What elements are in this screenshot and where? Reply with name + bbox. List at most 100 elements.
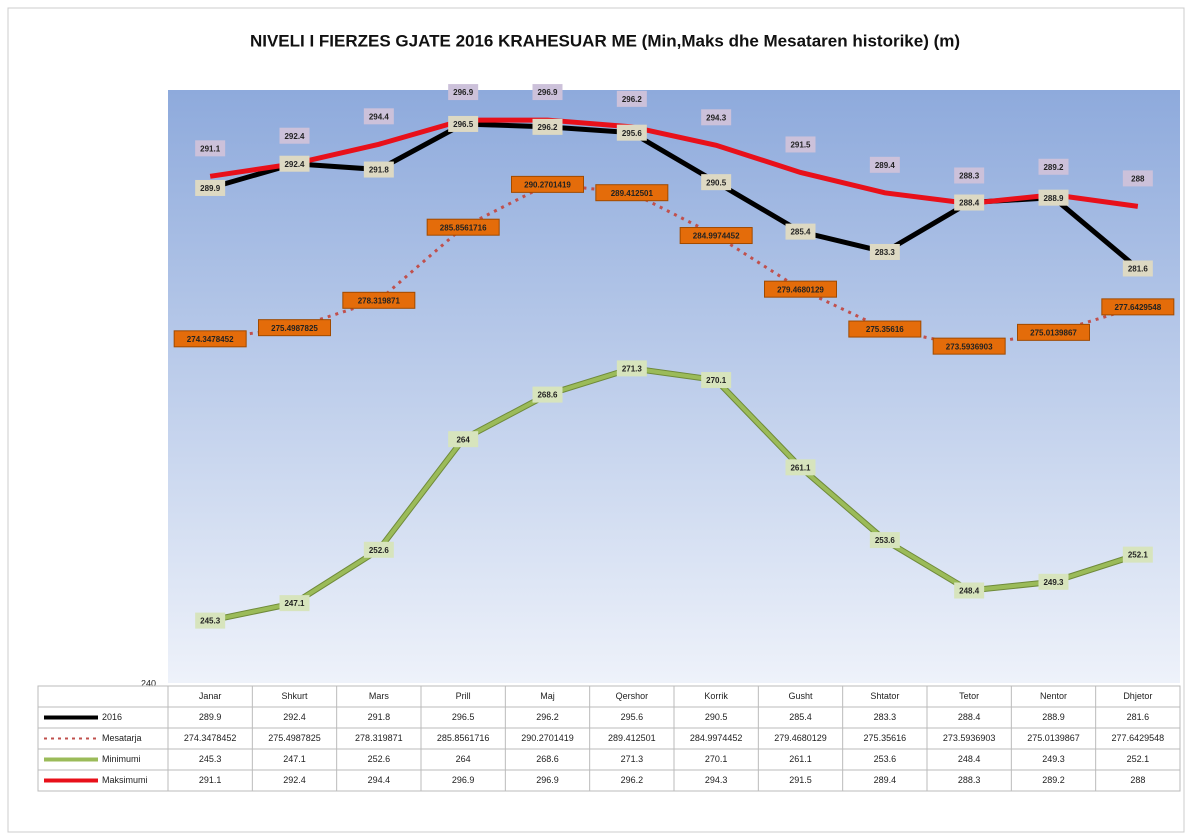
data-label-box xyxy=(701,109,732,126)
data-label-box xyxy=(595,184,669,202)
data-label: 275.4987825 xyxy=(271,324,318,333)
data-label-box xyxy=(279,595,310,612)
table-cell: 291.1 xyxy=(199,775,222,785)
data-label-box xyxy=(616,90,647,107)
data-label: 252.1 xyxy=(1128,551,1149,560)
data-label: 285.4 xyxy=(790,228,811,237)
data-label-box xyxy=(764,280,837,298)
data-label: 247.1 xyxy=(284,599,305,608)
data-label: 289.4 xyxy=(875,161,896,170)
table-cell: 288.4 xyxy=(958,712,981,722)
data-label: 288.4 xyxy=(959,199,980,208)
data-label: 289.2 xyxy=(1043,163,1064,172)
data-label: 248.4 xyxy=(959,587,980,596)
data-label-box xyxy=(448,431,479,448)
legend-label: 2016 xyxy=(102,712,122,722)
table-cell: 248.4 xyxy=(958,754,981,764)
data-label: 290.2701419 xyxy=(524,180,571,189)
x-tick-label: Janar xyxy=(199,691,222,701)
data-label-box xyxy=(679,227,753,245)
data-label-box xyxy=(195,179,226,196)
data-label-box xyxy=(426,218,500,236)
table-cell: 291.5 xyxy=(789,775,812,785)
data-label-box xyxy=(363,161,394,178)
data-label-box xyxy=(279,155,310,172)
table-cell: 278.319871 xyxy=(355,733,403,743)
table-cell: 294.4 xyxy=(368,775,391,785)
table-cell: 275.4987825 xyxy=(268,733,321,743)
table-cell: 292.4 xyxy=(283,712,306,722)
data-label-box xyxy=(1038,573,1069,590)
data-label: 288.9 xyxy=(1043,194,1064,203)
data-label-box xyxy=(701,372,732,389)
table-cell: 285.4 xyxy=(789,712,812,722)
data-label: 296.9 xyxy=(453,88,474,97)
data-label-box xyxy=(1101,298,1175,316)
table-cell: 291.8 xyxy=(368,712,391,722)
data-label-box xyxy=(869,156,900,173)
data-label-box xyxy=(1038,158,1069,175)
table-cell: 289.2 xyxy=(1042,775,1065,785)
data-label: 245.3 xyxy=(200,617,221,626)
data-label-box xyxy=(848,320,922,338)
data-label-box xyxy=(932,337,1006,355)
data-label-box xyxy=(785,136,816,153)
x-tick-label: Gusht xyxy=(788,691,813,701)
table-cell: 264 xyxy=(456,754,471,764)
data-label: 271.3 xyxy=(622,364,643,373)
data-label: 277.6429548 xyxy=(1114,303,1161,312)
data-label-box xyxy=(511,175,584,193)
legend-label: Maksimumi xyxy=(102,775,148,785)
data-label: 292.4 xyxy=(284,160,305,169)
table-cell: 275.0139867 xyxy=(1027,733,1080,743)
data-label: 291.5 xyxy=(790,141,811,150)
data-label: 292.4 xyxy=(284,132,305,141)
data-label-box xyxy=(616,124,647,141)
data-label-box xyxy=(448,115,479,132)
data-label-box xyxy=(258,319,331,337)
data-label-box xyxy=(954,194,985,211)
data-label-box xyxy=(448,84,479,101)
data-label: 291.1 xyxy=(200,144,221,153)
data-label: 295.6 xyxy=(622,129,643,138)
data-label: 289.9 xyxy=(200,184,221,193)
data-label: 252.6 xyxy=(369,546,390,555)
x-tick-label: Prill xyxy=(456,691,471,701)
table-cell: 295.6 xyxy=(621,712,644,722)
data-label: 275.0139867 xyxy=(1030,328,1077,337)
data-label-box xyxy=(1017,323,1090,341)
table-cell: 292.4 xyxy=(283,775,306,785)
x-tick-label: Tetor xyxy=(959,691,979,701)
table-cell: 277.6429548 xyxy=(1112,733,1165,743)
data-label-box xyxy=(869,532,900,549)
table-cell: 249.3 xyxy=(1042,754,1065,764)
table-cell: 296.9 xyxy=(452,775,475,785)
data-label: 288.3 xyxy=(959,172,980,181)
table-cell: 284.9974452 xyxy=(690,733,743,743)
x-tick-label: Nentor xyxy=(1040,691,1067,701)
data-label-box xyxy=(701,174,732,191)
data-label-box xyxy=(279,127,310,144)
data-label-box xyxy=(532,84,563,101)
data-label: 289.412501 xyxy=(611,189,654,198)
data-label-box xyxy=(785,459,816,476)
table-cell: 252.6 xyxy=(368,754,391,764)
data-label: 285.8561716 xyxy=(440,223,487,232)
data-label: 291.8 xyxy=(369,166,390,175)
y-tick-label: 240 xyxy=(141,678,156,688)
table-cell: 296.2 xyxy=(621,775,644,785)
table-cell: 253.6 xyxy=(874,754,897,764)
data-label-box xyxy=(532,386,563,403)
table-cell: 296.2 xyxy=(536,712,559,722)
data-label-box xyxy=(1122,260,1153,277)
data-label: 273.5936903 xyxy=(946,342,993,351)
data-label: 268.6 xyxy=(537,391,558,400)
data-label: 290.5 xyxy=(706,178,727,187)
data-label-box xyxy=(785,223,816,240)
table-cell: 296.9 xyxy=(536,775,559,785)
table-cell: 261.1 xyxy=(789,754,812,764)
x-tick-label: Qershor xyxy=(616,691,649,701)
table-cell: 288 xyxy=(1130,775,1145,785)
data-label: 283.3 xyxy=(875,248,896,257)
data-label-box xyxy=(1122,546,1153,563)
